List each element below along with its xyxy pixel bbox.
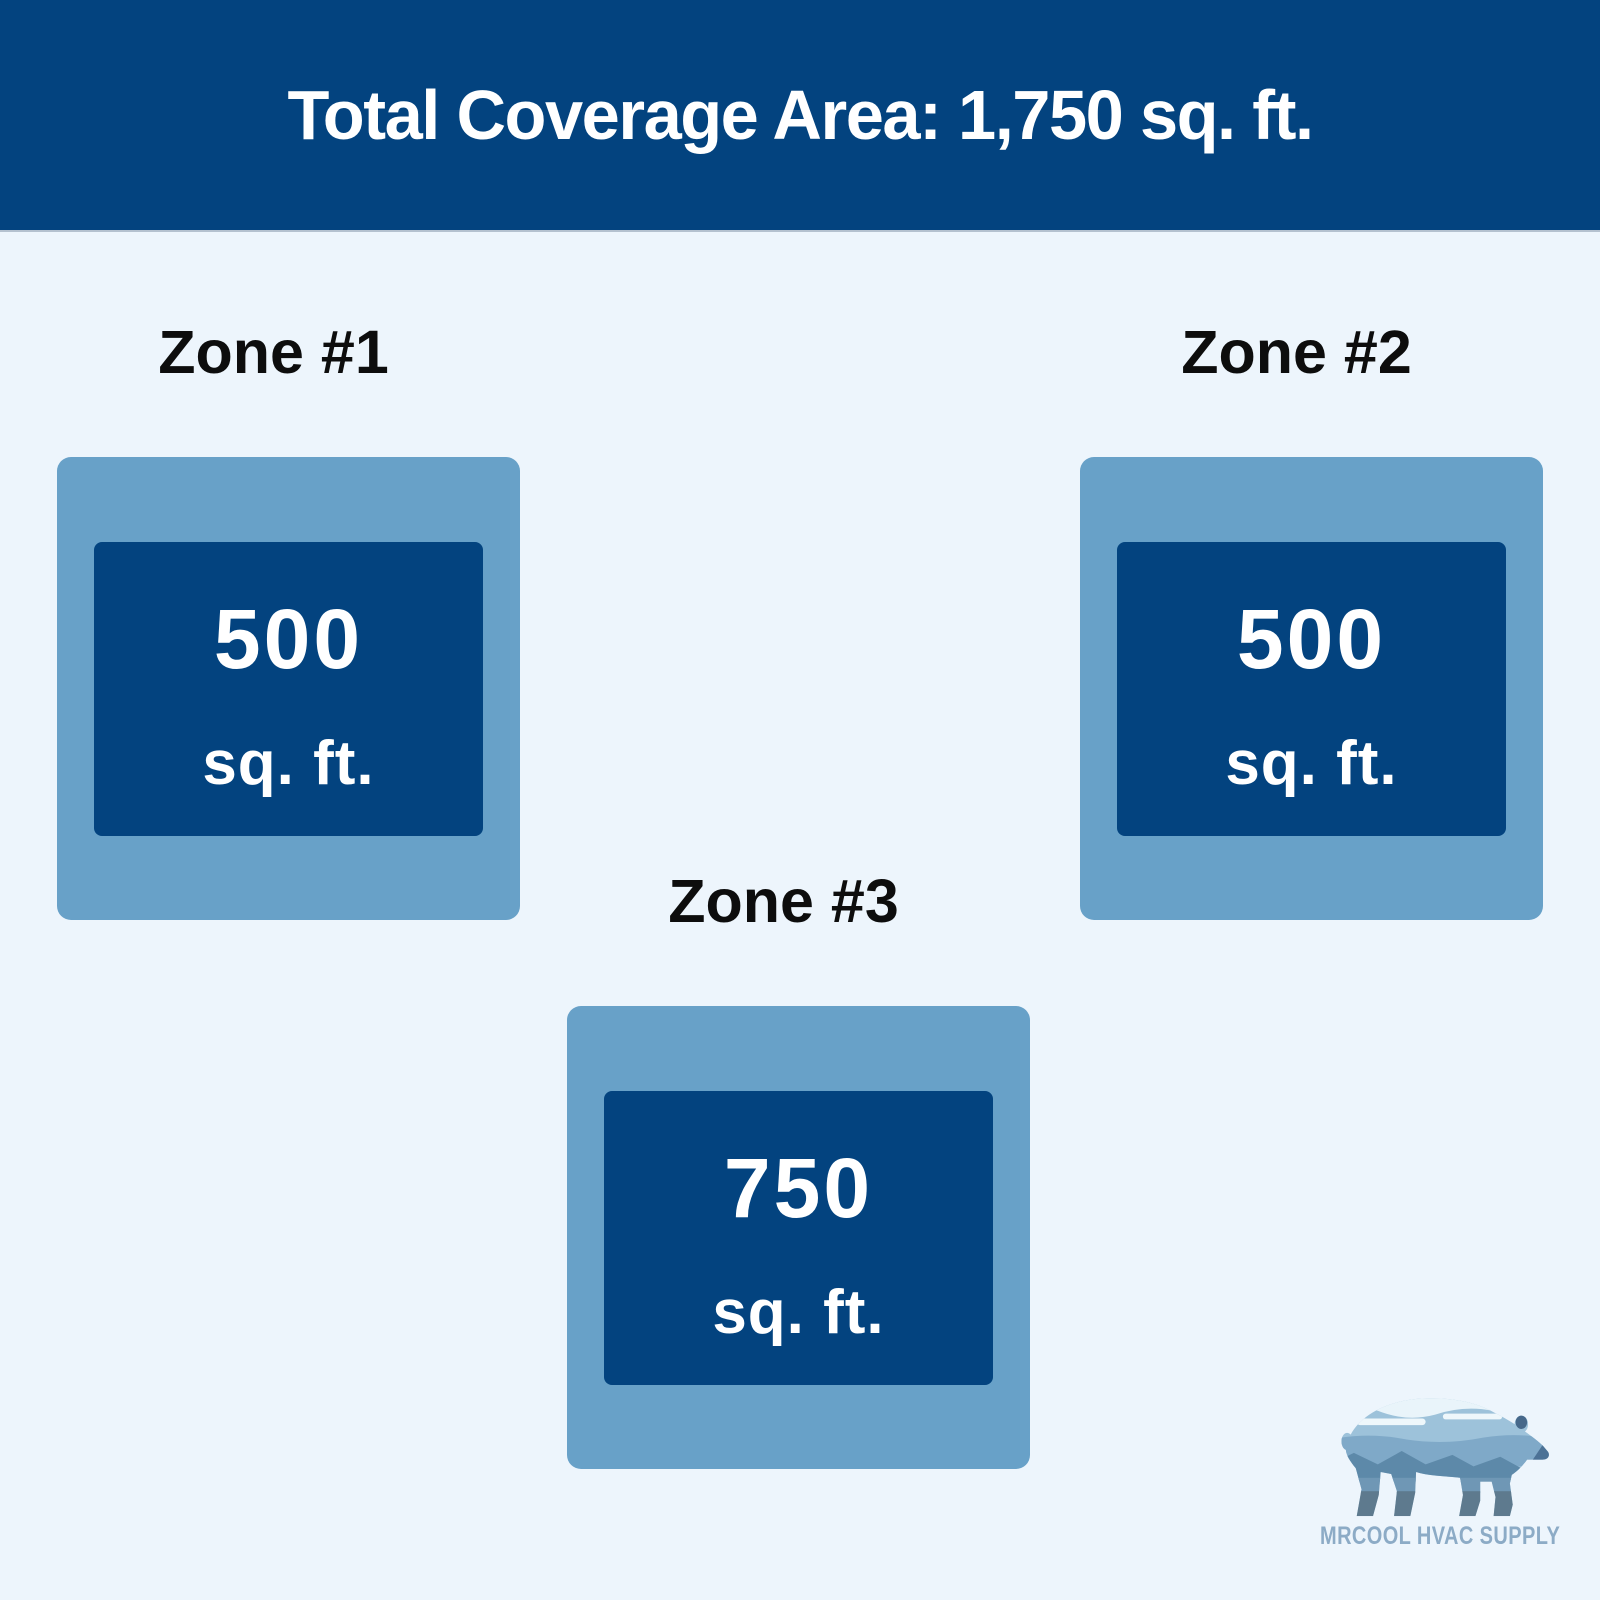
brand-logo: MRCOOL HVAC SUPPLY — [1318, 1384, 1562, 1549]
zone-1-label: Zone #1 — [158, 318, 389, 386]
zone-3-area-unit: sq. ft. — [712, 1278, 885, 1347]
zone-1-area-value: 500 — [213, 592, 364, 686]
brand-name: MRCOOL HVAC SUPPLY — [1319, 1522, 1561, 1550]
zone-3-area-value: 750 — [723, 1141, 874, 1235]
zone-1-area-unit: sq. ft. — [202, 729, 375, 798]
zone-3-area-box: 750 sq. ft. — [604, 1091, 993, 1385]
zone-2-label: Zone #2 — [1181, 318, 1412, 386]
zone-2-area-box: 500 sq. ft. — [1117, 542, 1506, 836]
zone-2-area-value: 500 — [1236, 592, 1387, 686]
header-banner: Total Coverage Area: 1,750 sq. ft. — [0, 0, 1600, 230]
zone-1-area-box: 500 sq. ft. — [94, 542, 483, 836]
polar-bear-icon — [1341, 1398, 1549, 1517]
zone-3-label: Zone #3 — [668, 867, 899, 935]
zone-2-area-unit: sq. ft. — [1225, 729, 1398, 798]
zone-1-coverage-box: Zone #1 500 sq. ft. — [57, 322, 520, 920]
zone-2-coverage-box: Zone #2 500 sq. ft. — [1080, 322, 1543, 920]
page-title: Total Coverage Area: 1,750 sq. ft. — [287, 76, 1314, 154]
zone-3-coverage-box: Zone #3 750 sq. ft. — [567, 871, 1030, 1469]
